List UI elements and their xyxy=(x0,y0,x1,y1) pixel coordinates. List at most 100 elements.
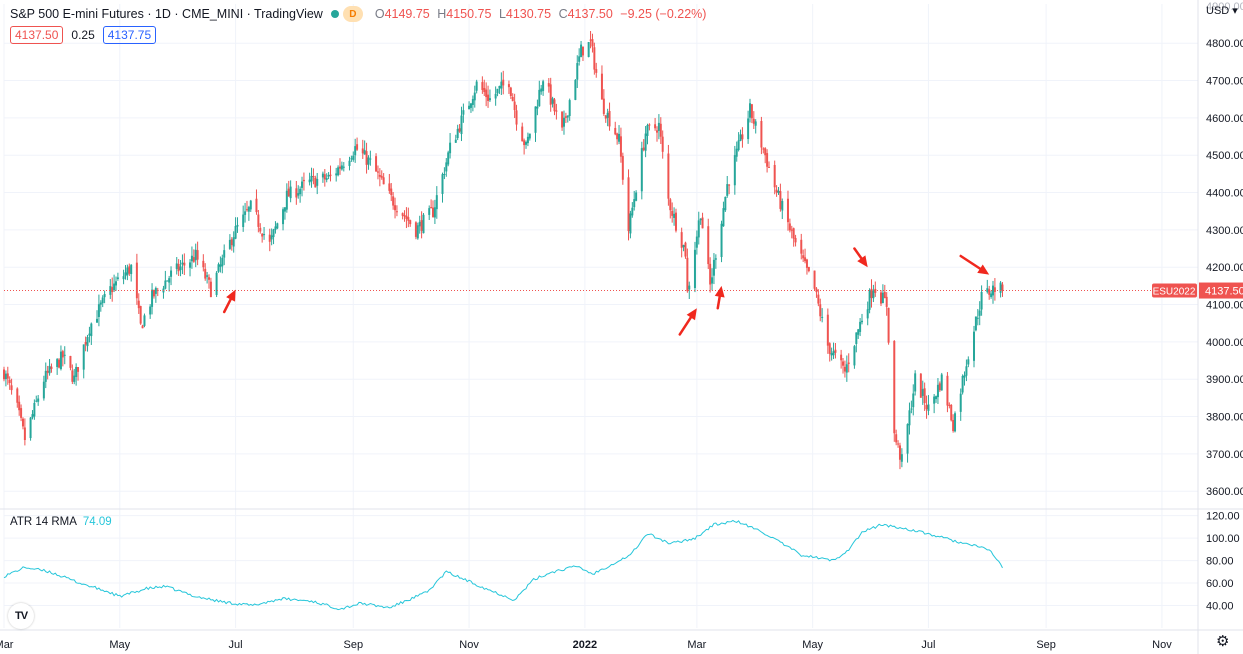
atr-tick-label: 80.00 xyxy=(1206,556,1234,568)
candle-body xyxy=(137,300,140,309)
candle-body xyxy=(684,242,687,257)
candle-body xyxy=(33,402,36,417)
candle-body xyxy=(456,128,459,139)
candle-body xyxy=(428,208,431,215)
price-tick-label: 3800.00 xyxy=(1206,412,1243,424)
candle-body xyxy=(750,104,753,119)
candle-body xyxy=(500,81,503,89)
candle-body xyxy=(879,292,882,304)
candle-body xyxy=(498,85,501,89)
candle-body xyxy=(633,199,636,208)
candle-body xyxy=(555,110,558,112)
candle-body xyxy=(8,379,11,384)
ask-price[interactable]: 4137.75 xyxy=(102,26,157,44)
candle-body xyxy=(695,236,698,248)
candle-body xyxy=(707,226,710,265)
bid-price[interactable]: 4137.50 xyxy=(10,26,64,44)
gear-icon[interactable]: ⚙ xyxy=(1216,633,1230,650)
candle-body xyxy=(295,188,298,198)
candle-body xyxy=(88,333,91,336)
candle-body xyxy=(401,213,404,216)
candle-body xyxy=(308,179,311,183)
candle-body xyxy=(726,184,729,196)
candle-body xyxy=(525,141,528,145)
candle-body xyxy=(86,336,89,347)
time-tick-label: Sep xyxy=(343,639,363,651)
candle-body xyxy=(600,73,603,100)
candle-body xyxy=(933,396,936,404)
tradingview-logo-icon[interactable]: TV xyxy=(8,603,34,629)
candle-body xyxy=(895,434,898,443)
atr-legend[interactable]: ATR 14 RMA 74.09 xyxy=(10,516,112,528)
price-tick-label: 4300.00 xyxy=(1206,225,1243,237)
candle-body xyxy=(805,259,808,268)
symbol-legend[interactable]: S&P 500 E-mini Futures · 1D · CME_MINI ·… xyxy=(10,6,710,22)
currency-selector[interactable]: USD ▾ xyxy=(1206,4,1238,17)
candle-body xyxy=(635,192,638,201)
candle-body xyxy=(562,117,565,127)
time-tick-label: 2022 xyxy=(573,639,597,651)
time-tick-label: May xyxy=(802,639,823,651)
candle-body xyxy=(760,120,763,148)
candle-body xyxy=(604,115,607,119)
candle-body xyxy=(936,384,939,398)
candle-body xyxy=(111,287,114,293)
candle-body xyxy=(422,214,425,234)
candle-body xyxy=(23,427,26,441)
candle-body xyxy=(154,287,157,294)
candle-body xyxy=(813,270,816,289)
candle-body xyxy=(935,396,938,400)
candle-body xyxy=(794,237,797,243)
candle-body xyxy=(20,408,23,418)
candle-body xyxy=(752,118,755,124)
arrow-head xyxy=(686,308,697,321)
candle-body xyxy=(697,220,700,238)
candle-body xyxy=(189,262,192,268)
candle-body xyxy=(954,413,957,432)
candle-body xyxy=(73,375,76,382)
symbol-title[interactable]: S&P 500 E-mini Futures · 1D · CME_MINI ·… xyxy=(10,7,323,21)
candle-body xyxy=(648,124,651,126)
candle-body xyxy=(263,234,266,236)
candle-body xyxy=(473,92,476,101)
candle-body xyxy=(786,198,789,223)
candle-body xyxy=(354,146,357,156)
candle-body xyxy=(616,133,619,140)
candle-body xyxy=(299,188,302,195)
candle-body xyxy=(361,148,364,154)
candle-body xyxy=(887,307,890,343)
candle-body xyxy=(376,171,379,173)
candle-body xyxy=(655,130,658,133)
candle-body xyxy=(407,217,410,221)
candle-body xyxy=(952,419,955,431)
candle-body xyxy=(217,264,220,272)
candle-body xyxy=(728,184,731,186)
price-tick-label: 4700.00 xyxy=(1206,76,1243,88)
candle-body xyxy=(310,175,313,182)
candle-body xyxy=(441,174,444,194)
candle-body xyxy=(999,282,1002,293)
candle-body xyxy=(693,249,696,289)
candle-body xyxy=(337,167,340,176)
candle-body xyxy=(390,188,393,196)
candle-body xyxy=(430,207,433,209)
candle-body xyxy=(297,193,300,196)
candle-body xyxy=(781,201,784,211)
candle-body xyxy=(523,140,526,146)
candle-body xyxy=(365,151,368,165)
candle-body xyxy=(16,388,19,403)
candle-body xyxy=(352,155,355,160)
candle-body xyxy=(340,165,343,170)
candle-body xyxy=(414,222,417,237)
candle-body xyxy=(859,321,862,332)
candle-body xyxy=(378,174,381,177)
candle-body xyxy=(230,239,233,246)
candle-body xyxy=(10,385,13,391)
candlestick-series xyxy=(3,31,1004,470)
candle-body xyxy=(6,373,9,379)
candle-body xyxy=(659,123,662,137)
candle-body xyxy=(910,408,913,410)
candle-body xyxy=(124,272,127,277)
candle-body xyxy=(469,103,472,108)
